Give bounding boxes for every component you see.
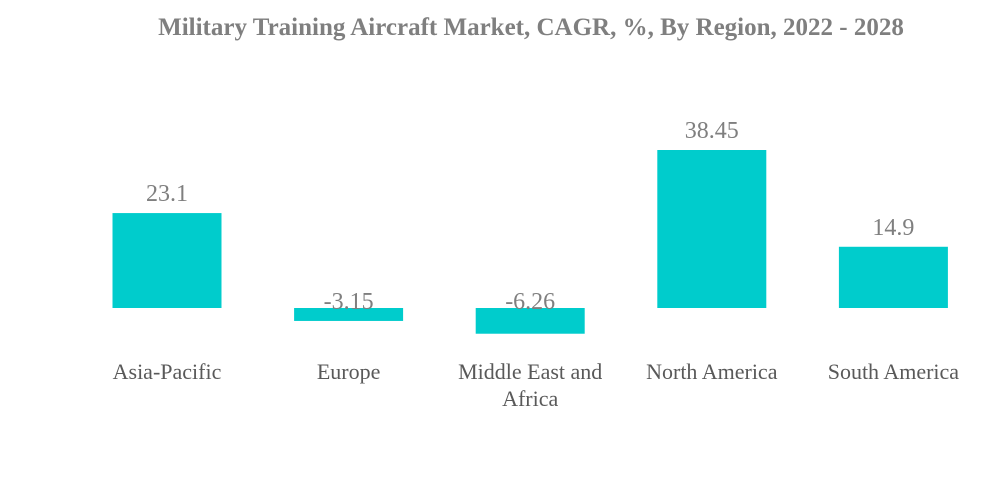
value-label: -3.15 [324,289,374,315]
category-label: Europe [317,359,381,384]
bar-asia-pacific [112,213,222,308]
bar-europe [294,308,404,321]
bar-middle-east-and-africa [475,308,585,334]
category-label: Africa [502,386,558,411]
value-label: 38.45 [685,118,739,144]
bar-north-america [657,150,767,308]
category-label: South America [828,359,960,384]
category-label: Asia-Pacific [113,359,222,384]
value-label: 14.9 [872,215,914,241]
value-label: 23.1 [146,181,188,207]
chart-title: Military Training Aircraft Market, CAGR,… [158,14,904,41]
category-label: Middle East and [458,359,602,384]
bar-south-america [838,246,948,308]
value-label: -6.26 [505,289,555,315]
category-label: North America [646,359,778,384]
